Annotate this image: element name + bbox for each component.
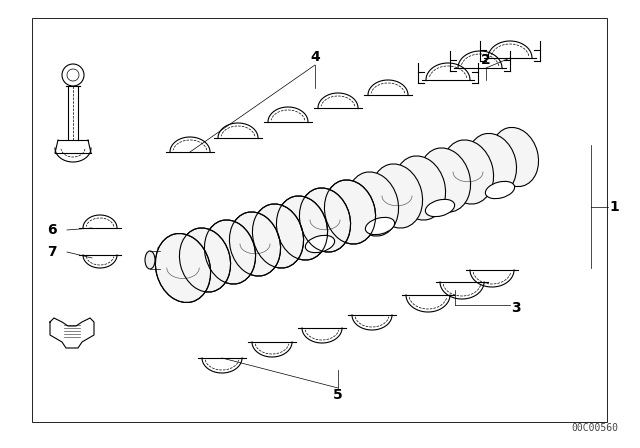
Ellipse shape — [229, 212, 280, 276]
Ellipse shape — [365, 217, 395, 235]
Ellipse shape — [145, 251, 155, 269]
Ellipse shape — [179, 228, 230, 292]
Ellipse shape — [394, 156, 445, 220]
Ellipse shape — [348, 172, 399, 236]
Ellipse shape — [485, 181, 515, 198]
Text: 7: 7 — [47, 245, 57, 259]
Ellipse shape — [186, 271, 214, 289]
Ellipse shape — [67, 69, 79, 81]
Ellipse shape — [467, 134, 516, 194]
Ellipse shape — [252, 204, 303, 268]
Ellipse shape — [324, 180, 376, 244]
Ellipse shape — [156, 233, 211, 302]
Text: 00C00560: 00C00560 — [572, 423, 618, 433]
Ellipse shape — [62, 64, 84, 86]
Ellipse shape — [371, 164, 422, 228]
Ellipse shape — [276, 196, 328, 260]
Text: 6: 6 — [47, 223, 57, 237]
Ellipse shape — [204, 220, 255, 284]
Text: 2: 2 — [481, 53, 491, 67]
Ellipse shape — [300, 188, 351, 252]
Ellipse shape — [426, 199, 454, 217]
Text: 4: 4 — [310, 50, 320, 64]
Ellipse shape — [419, 148, 470, 212]
Text: 1: 1 — [609, 200, 619, 214]
Ellipse shape — [305, 235, 335, 253]
Bar — [32, 18, 607, 422]
Text: 5: 5 — [333, 388, 343, 402]
Ellipse shape — [442, 140, 493, 204]
Ellipse shape — [245, 254, 275, 271]
Ellipse shape — [492, 127, 538, 186]
Text: 3: 3 — [511, 301, 521, 315]
